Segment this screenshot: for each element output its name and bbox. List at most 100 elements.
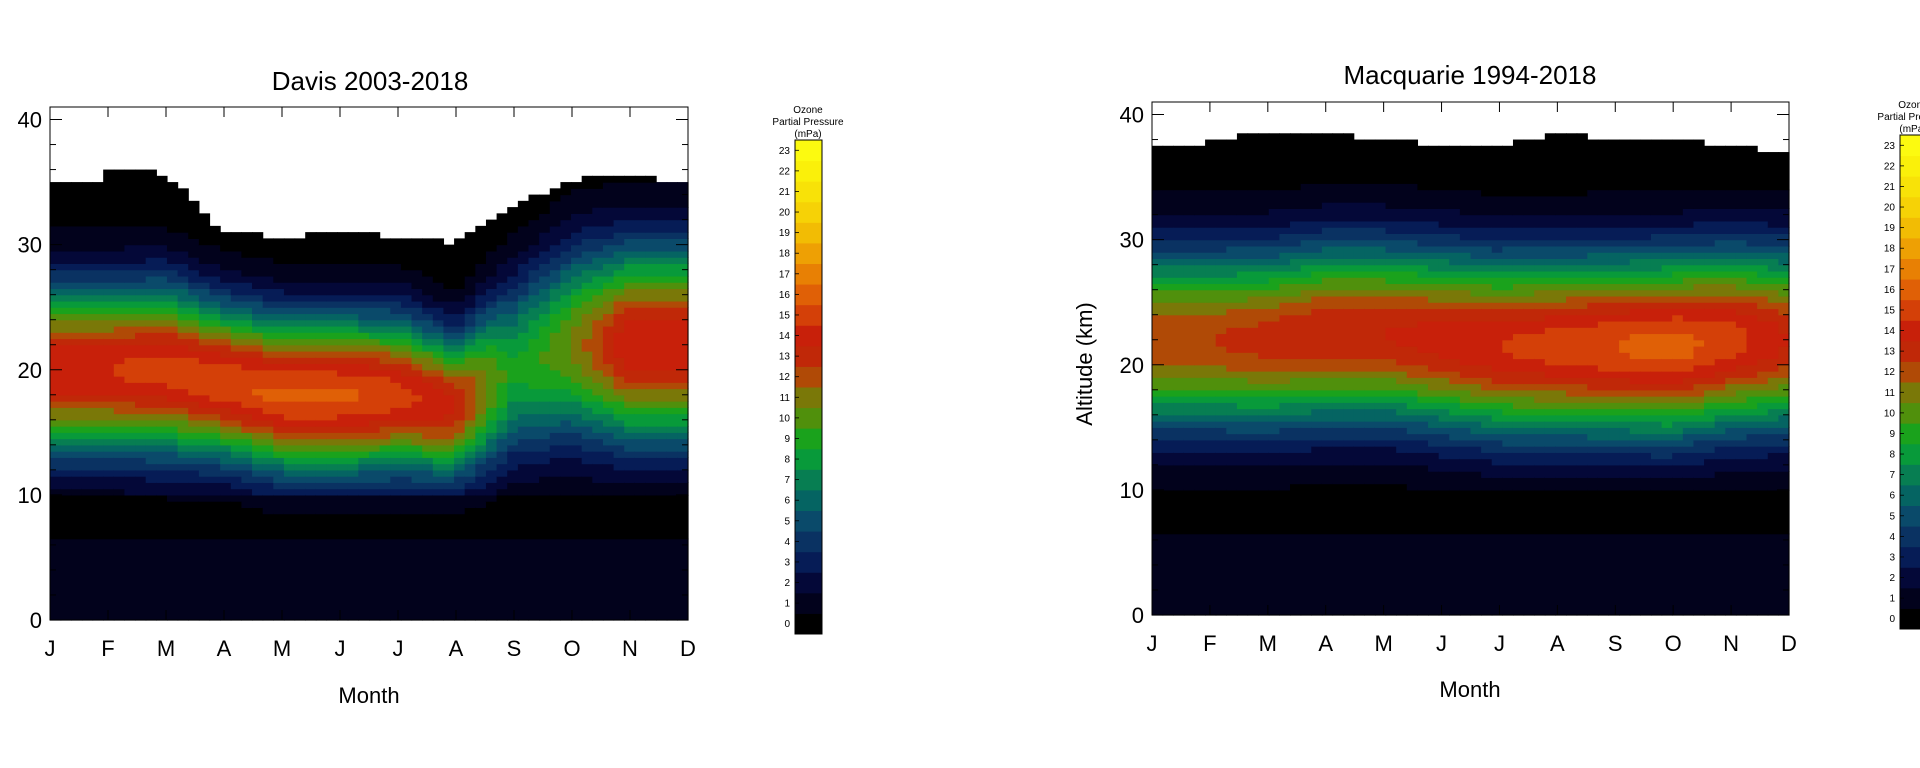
macquarie-contour-cell: [1608, 139, 1620, 191]
macquarie-contour-cell: [1725, 252, 1737, 260]
davis-contour-cell: [613, 376, 625, 390]
davis-contour-cell: [539, 426, 551, 440]
davis-contour-cell: [592, 494, 604, 540]
macquarie-contour-cell: [1279, 464, 1291, 491]
macquarie-contour-cell: [1374, 464, 1387, 485]
davis-contour-cell: [81, 488, 94, 496]
davis-contour-cell: [358, 494, 370, 515]
macquarie-contour-cell: [1481, 283, 1493, 297]
macquarie-contour-cell: [1438, 458, 1450, 472]
davis-colorbar-swatch: [795, 592, 822, 614]
macquarie-contour-cell: [1385, 439, 1397, 447]
macquarie-contour-cell: [1682, 233, 1695, 247]
davis-contour-cell: [113, 300, 126, 308]
davis-contour-cell: [358, 319, 370, 327]
davis-contour-cell: [337, 444, 349, 452]
macquarie-contour-cell: [1534, 214, 1546, 228]
davis-contour-cell: [198, 394, 211, 408]
macquarie-contour-cell: [1757, 320, 1769, 360]
davis-contour-cell: [177, 388, 189, 402]
davis-contour-cell: [496, 325, 508, 340]
macquarie-contour-cell: [1512, 389, 1525, 397]
macquarie-contour-cell: [1555, 283, 1567, 291]
macquarie-contour-cell: [1725, 239, 1737, 253]
davis-contour-cell: [369, 357, 381, 371]
davis-contour-cell: [422, 294, 434, 308]
davis-contour-cell: [422, 338, 434, 346]
macquarie-contour-cell: [1735, 352, 1748, 366]
macquarie-contour-cell: [1290, 421, 1302, 428]
macquarie-contour-cell: [1587, 414, 1599, 422]
davis-contour-cell: [560, 413, 572, 421]
davis-contour-cell: [113, 313, 126, 321]
davis-contour-cell: [517, 350, 530, 383]
macquarie-contour-cell: [1491, 383, 1503, 391]
davis-contour-cell: [145, 482, 157, 496]
macquarie-contour-cell: [1693, 302, 1705, 310]
macquarie-contour-cell: [1290, 233, 1302, 247]
macquarie-contour-cell: [1502, 446, 1514, 453]
macquarie-contour-cell: [1300, 483, 1312, 535]
macquarie-contour-cell: [1555, 245, 1567, 259]
davis-contour-cell: [50, 394, 62, 402]
macquarie-contour-cell: [1290, 208, 1302, 222]
davis-contour-cell: [422, 344, 434, 352]
davis-contour-cell: [315, 419, 328, 427]
macquarie-contour-cell: [1247, 189, 1259, 216]
davis-contour-cell: [624, 432, 636, 440]
macquarie-colorbar-title: Partial Pressure: [1877, 112, 1920, 123]
macquarie-contour-cell: [1757, 389, 1769, 397]
macquarie-contour-cell: [1704, 477, 1716, 491]
davis-contour-cell: [294, 369, 306, 390]
davis-contour-cell: [464, 488, 476, 496]
macquarie-contour-cell: [1162, 258, 1174, 266]
davis-contour-cell: [432, 307, 445, 321]
davis-contour-cell: [432, 513, 445, 540]
macquarie-contour-cell: [1576, 489, 1588, 535]
davis-contour-cell: [634, 407, 647, 415]
macquarie-contour-cell: [1279, 489, 1291, 535]
davis-contour-cell: [198, 538, 211, 621]
macquarie-contour-cell: [1374, 408, 1387, 422]
macquarie-contour-cell: [1714, 283, 1726, 297]
davis-contour-cell: [241, 407, 253, 415]
macquarie-contour-cell: [1205, 421, 1217, 428]
macquarie-contour-cell: [1725, 283, 1737, 297]
davis-contour-cell: [422, 513, 434, 540]
macquarie-contour-cell: [1735, 258, 1748, 266]
macquarie-contour-cell: [1714, 264, 1726, 272]
macquarie-contour-cell: [1640, 383, 1652, 391]
davis-contour-cell: [677, 407, 689, 415]
macquarie-contour-cell: [1735, 233, 1748, 241]
davis-contour-cell: [188, 332, 200, 340]
macquarie-contour-cell: [1481, 277, 1493, 285]
davis-contour-cell: [496, 244, 508, 264]
davis-contour-cell: [113, 376, 126, 396]
macquarie-contour-cell: [1343, 133, 1355, 184]
davis-contour-cell: [230, 307, 242, 315]
davis-contour-cell: [592, 288, 604, 296]
davis-contour-cell: [198, 332, 211, 340]
davis-contour-cell: [560, 319, 572, 377]
macquarie-contour-cell: [1502, 477, 1514, 491]
macquarie-contour-cell: [1311, 427, 1323, 441]
davis-contour-cell: [592, 238, 604, 252]
macquarie-contour-cell: [1321, 183, 1334, 203]
davis-contour-cell: [613, 275, 625, 290]
davis-contour-cell: [411, 457, 423, 465]
davis-contour-cell: [613, 232, 625, 246]
davis-contour-cell: [177, 307, 189, 315]
davis-contour-cell: [496, 419, 508, 433]
davis-contour-cell: [624, 482, 636, 496]
davis-contour-cell: [326, 263, 338, 283]
macquarie-contour-cell: [1757, 433, 1769, 447]
macquarie-contour-cell: [1640, 252, 1652, 260]
macquarie-contour-cell: [1523, 139, 1535, 197]
macquarie-contour-cell: [1555, 227, 1567, 241]
macquarie-contour-cell: [1650, 189, 1663, 216]
macquarie-contour-cell: [1778, 208, 1790, 228]
davis-contour-cell: [581, 282, 593, 290]
macquarie-contour-cell: [1332, 133, 1344, 184]
davis-contour-cell: [326, 357, 338, 365]
macquarie-contour-cell: [1608, 389, 1620, 397]
